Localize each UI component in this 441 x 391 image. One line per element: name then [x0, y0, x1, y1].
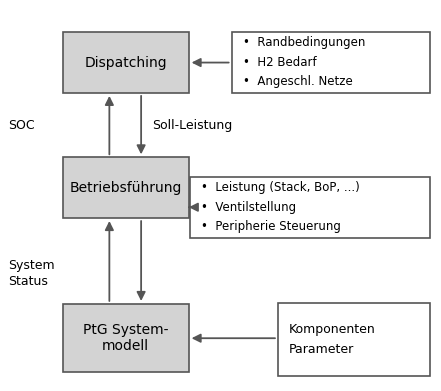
Text: Komponenten
Parameter: Komponenten Parameter: [289, 323, 376, 356]
Text: •  Leistung (Stack, BoP, ...)
•  Ventilstellung
•  Peripherie Steuerung: • Leistung (Stack, BoP, ...) • Ventilste…: [201, 181, 359, 233]
Text: Dispatching: Dispatching: [84, 56, 167, 70]
Text: SOC: SOC: [8, 118, 34, 132]
FancyBboxPatch shape: [63, 304, 189, 372]
Text: Betriebsführung: Betriebsführung: [70, 181, 182, 195]
FancyBboxPatch shape: [63, 157, 189, 218]
Text: PtG System-
modell: PtG System- modell: [83, 323, 168, 353]
FancyBboxPatch shape: [190, 177, 430, 238]
Text: System
Status: System Status: [8, 259, 55, 288]
FancyBboxPatch shape: [63, 32, 189, 93]
FancyBboxPatch shape: [232, 32, 430, 93]
Text: •  Randbedingungen
•  H2 Bedarf
•  Angeschl. Netze: • Randbedingungen • H2 Bedarf • Angeschl…: [243, 36, 365, 88]
FancyBboxPatch shape: [278, 303, 430, 376]
Text: Soll-Leistung: Soll-Leistung: [152, 118, 232, 132]
